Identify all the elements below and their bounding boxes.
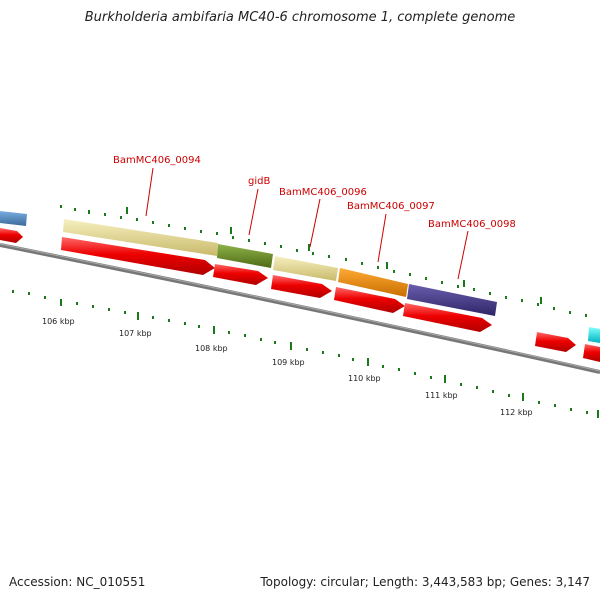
ruler-label-109-kbp: 109 kbp bbox=[272, 358, 305, 367]
cds-arrow[interactable] bbox=[535, 332, 576, 352]
feature-cyan[interactable] bbox=[588, 327, 600, 343]
cds-arrow[interactable] bbox=[334, 287, 405, 313]
cds-arrow[interactable] bbox=[61, 237, 215, 275]
genome-backbone bbox=[0, 243, 600, 374]
cds-arrow[interactable] bbox=[271, 275, 332, 298]
gene-label-bamMC406-0097[interactable]: BamMC406_0097 bbox=[347, 201, 435, 212]
ruler-label-107-kbp: 107 kbp bbox=[119, 329, 152, 338]
gene-labels: BamMC406_0094 gidB BamMC406_0096 BamMC40… bbox=[113, 155, 516, 230]
ruler-label-108-kbp: 108 kbp bbox=[195, 344, 228, 353]
ruler-label-110-kbp: 110 kbp bbox=[348, 374, 381, 383]
ruler-label-111-kbp: 111 kbp bbox=[425, 391, 458, 400]
cds-arrow[interactable] bbox=[403, 303, 492, 332]
feature-track bbox=[0, 211, 600, 343]
feature-bamMC406-0098[interactable] bbox=[407, 284, 497, 316]
feature-bamMC406-0096[interactable] bbox=[273, 256, 338, 281]
label-leaders bbox=[145, 167, 469, 280]
outer-tick-ring bbox=[60, 205, 587, 317]
accession-text: Accession: NC_010551 bbox=[9, 575, 146, 589]
feature-blue[interactable] bbox=[0, 211, 27, 226]
feature-bamMC406-0097[interactable] bbox=[338, 268, 408, 297]
feature-bamMC406-0094[interactable] bbox=[63, 219, 218, 256]
cds-arrow[interactable] bbox=[583, 344, 600, 362]
genome-backbone-highlight bbox=[0, 243, 600, 372]
gene-label-bamMC406-0096[interactable]: BamMC406_0096 bbox=[279, 187, 367, 198]
ruler-label-106-kbp: 106 kbp bbox=[42, 317, 75, 326]
inner-tick-ring bbox=[12, 290, 599, 418]
ruler-label-112-kbp: 112 kbp bbox=[500, 408, 533, 417]
feature-gidB[interactable] bbox=[217, 244, 273, 268]
gene-label-bamMC406-0094[interactable]: BamMC406_0094 bbox=[113, 155, 201, 166]
map-title: Burkholderia ambifaria MC40-6 chromosome… bbox=[84, 10, 516, 25]
cds-arrow[interactable] bbox=[213, 264, 268, 285]
gene-label-bamMC406-0098[interactable]: BamMC406_0098 bbox=[428, 219, 516, 230]
ruler-labels: 106 kbp 107 kbp 108 kbp 109 kbp 110 kbp … bbox=[42, 317, 533, 417]
cds-arrow[interactable] bbox=[0, 228, 23, 243]
cds-track bbox=[0, 228, 600, 362]
gene-label-gidB[interactable]: gidB bbox=[248, 176, 270, 187]
genome-summary-text: Topology: circular; Length: 3,443,583 bp… bbox=[260, 575, 590, 589]
